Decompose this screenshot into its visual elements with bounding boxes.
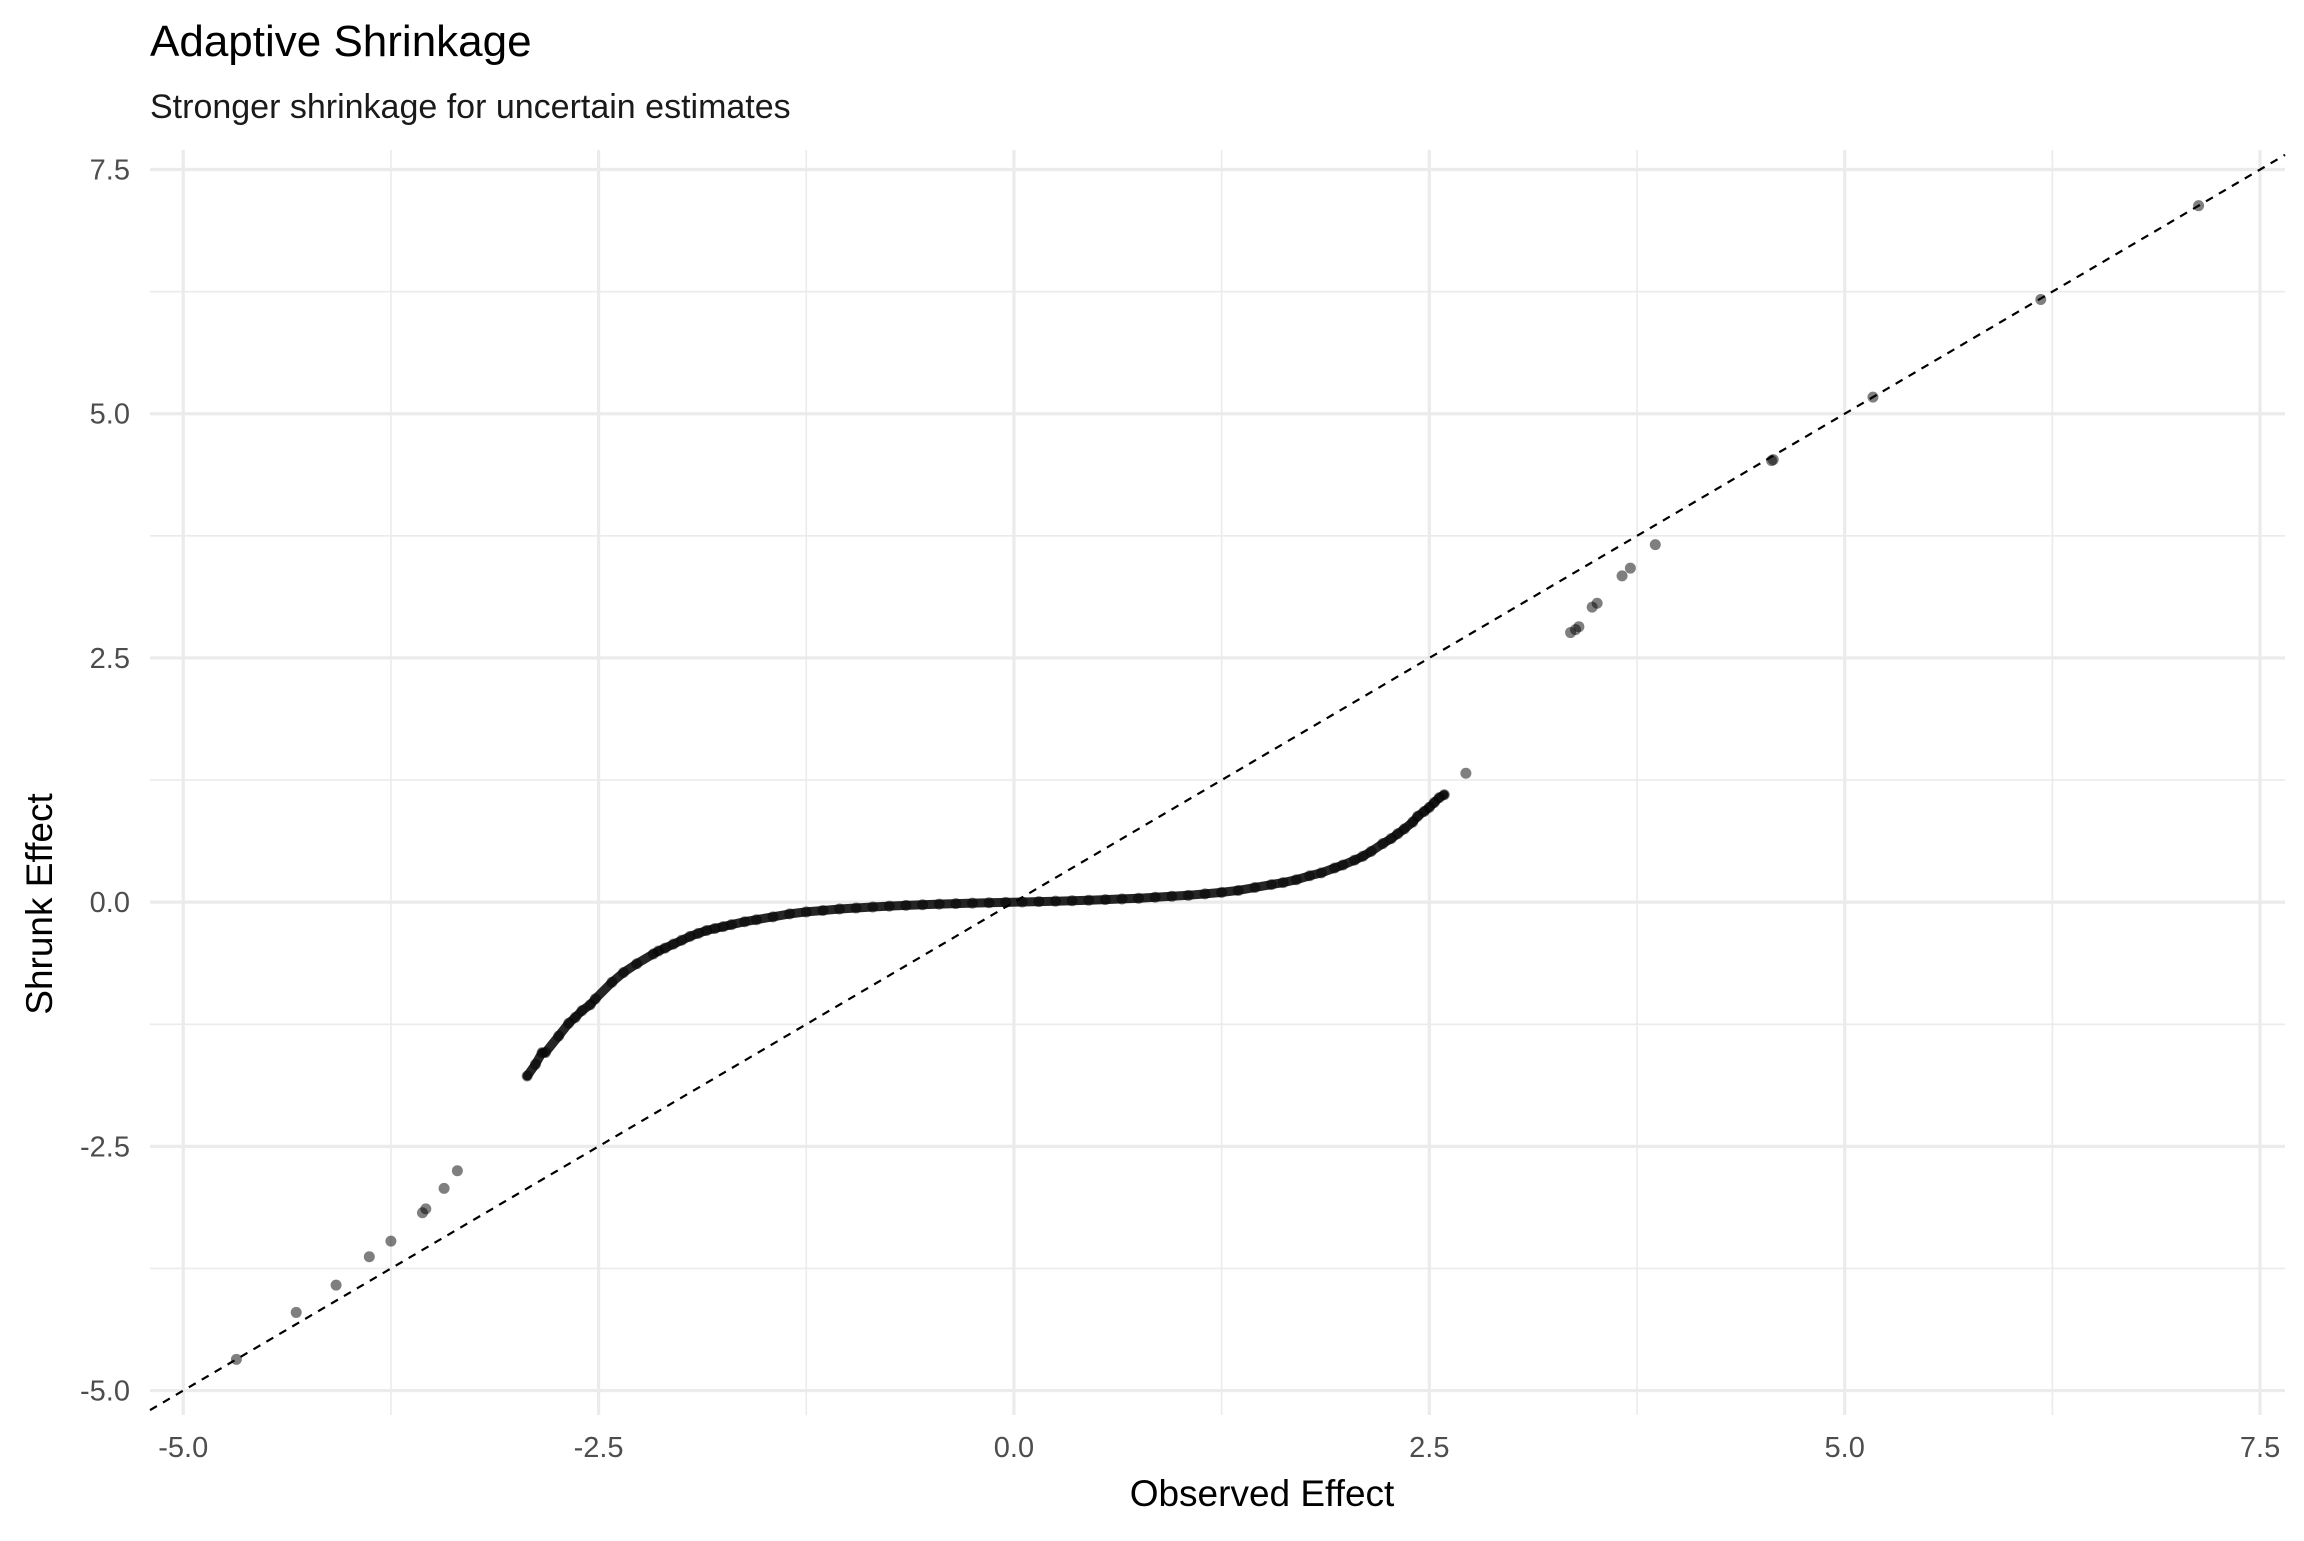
data-point xyxy=(451,1165,463,1177)
data-point xyxy=(1767,454,1779,466)
data-point xyxy=(1867,391,1879,403)
y-axis-title: Shrunk Effect xyxy=(19,793,60,1015)
y-tick-label: 0.0 xyxy=(90,887,130,919)
reference-line-group xyxy=(149,153,2286,1412)
x-axis-title: Observed Effect xyxy=(1130,1473,1395,1514)
chart-subtitle: Stronger shrinkage for uncertain estimat… xyxy=(150,88,791,126)
y-tick-label: 7.5 xyxy=(90,155,130,187)
x-tick-label: -5.0 xyxy=(158,1432,208,1464)
data-point xyxy=(230,1353,242,1365)
data-point xyxy=(1649,539,1661,551)
x-tick-labels: -5.0 -2.5 0.0 2.5 5.0 7.5 xyxy=(158,1432,2280,1464)
chart-title: Adaptive Shrinkage xyxy=(150,17,532,66)
data-point xyxy=(385,1235,397,1247)
data-point xyxy=(363,1251,375,1263)
y-tick-labels: -5.0 -2.5 0.0 2.5 5.0 7.5 xyxy=(80,155,130,1408)
x-tick-label: -2.5 xyxy=(574,1432,624,1464)
x-tick-label: 2.5 xyxy=(1409,1432,1449,1464)
identity-reference-line xyxy=(149,153,2286,1412)
data-points xyxy=(230,200,2205,1365)
data-point xyxy=(438,1182,450,1194)
data-point xyxy=(420,1203,432,1215)
minor-grid xyxy=(150,150,2285,1415)
x-tick-label: 5.0 xyxy=(1825,1432,1865,1464)
dense-point-band xyxy=(522,790,1449,1081)
data-point xyxy=(1573,621,1585,633)
y-tick-label: -2.5 xyxy=(80,1131,130,1163)
x-tick-label: 7.5 xyxy=(2240,1432,2280,1464)
y-tick-label: 2.5 xyxy=(90,643,130,675)
y-tick-label: 5.0 xyxy=(90,399,130,431)
data-point xyxy=(1624,562,1636,574)
x-tick-label: 0.0 xyxy=(994,1432,1034,1464)
data-point xyxy=(330,1279,342,1291)
data-point xyxy=(1616,570,1628,582)
major-grid xyxy=(150,150,2285,1415)
data-point xyxy=(1460,767,1472,779)
data-point xyxy=(2035,293,2047,305)
data-point xyxy=(2193,200,2205,212)
data-point xyxy=(1591,597,1603,609)
y-tick-label: -5.0 xyxy=(80,1376,130,1408)
data-point xyxy=(290,1306,302,1318)
